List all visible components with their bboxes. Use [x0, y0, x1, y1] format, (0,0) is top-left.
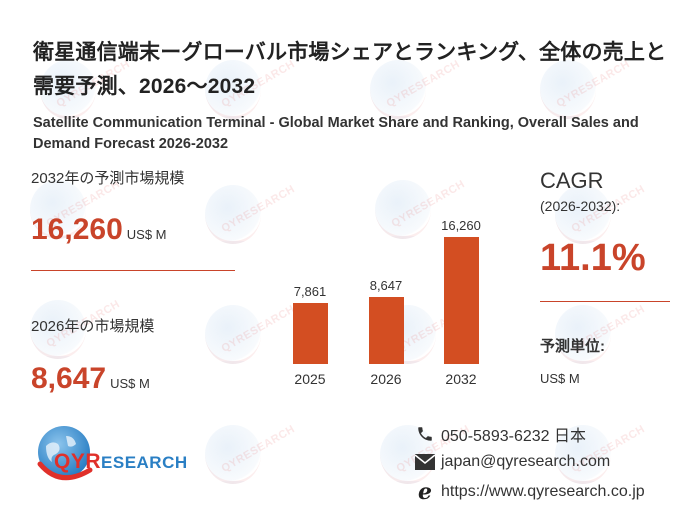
website-link[interactable]: https://www.qyresearch.co.jp	[441, 483, 645, 500]
watermark-logo: QYRESEARCH	[205, 423, 297, 484]
watermark-logo: QYRESEARCH	[205, 303, 297, 364]
globe-icon	[37, 426, 93, 481]
bar-category-2032: 2032	[445, 371, 477, 387]
watermark-logo: QYRESEARCH	[375, 178, 467, 239]
logo-text-qyr: QYR	[54, 450, 102, 473]
bar-value-2025: 7,861	[293, 284, 327, 299]
watermark-logo: QYRESEARCH	[30, 298, 122, 359]
forecast-unit: US$ M	[126, 227, 167, 242]
bar-category-2025: 2025	[294, 371, 326, 387]
watermark-logo: QYRESEARCH	[540, 58, 632, 119]
current-value-group: 8,647 US$ M	[31, 362, 150, 396]
phone-icon	[415, 424, 435, 444]
watermark-logo: QYRESEARCH	[555, 303, 647, 364]
email-link[interactable]: japan@qyresearch.com	[441, 453, 611, 470]
contact-email: japan@qyresearch.com	[415, 452, 610, 472]
watermark-logo: QYRESEARCH	[30, 178, 122, 239]
qyresearch-logo: QYRESEARCH	[30, 422, 200, 482]
watermark-logo: QYRESEARCH	[205, 58, 297, 119]
bar-value-2026: 8,647	[369, 278, 403, 293]
cagr-label: CAGR	[540, 168, 604, 193]
browser-e-icon: e	[418, 479, 432, 505]
contact-website: e https://www.qyresearch.co.jp	[415, 479, 645, 505]
page-title-jp: 衛星通信端末ーグローバル市場シェアとランキング、全体の売上と需要予測、2026～…	[33, 41, 667, 98]
watermark-logo: QYRESEARCH	[205, 183, 297, 244]
forecast-value-group: 16,260 US$ M	[31, 213, 167, 247]
current-label: 2026年の市場規模	[31, 318, 155, 335]
current-unit: US$ M	[110, 376, 150, 391]
unit-label: 予測単位:	[540, 338, 605, 355]
forecast-value: 16,260	[31, 213, 123, 246]
watermark-logo: QYRESEARCH	[555, 423, 647, 484]
watermark-logo: QYRESEARCH	[40, 58, 132, 119]
bar-2025	[293, 303, 328, 364]
phone-text: 050-5893-6232 日本	[441, 428, 586, 445]
cagr-value: 11.1%	[540, 237, 646, 279]
current-value: 8,647	[31, 362, 107, 395]
divider	[540, 301, 670, 302]
page-title-en: Satellite Communication Terminal - Globa…	[33, 115, 639, 152]
cagr-period: (2026-2032):	[540, 198, 621, 214]
bar-value-2032: 16,260	[441, 218, 481, 233]
mail-icon	[415, 452, 435, 472]
bar-2032	[444, 237, 479, 364]
watermark-logo: QYRESEARCH	[370, 58, 462, 119]
forecast-label: 2032年の予測市場規模	[31, 170, 185, 187]
divider	[31, 270, 235, 271]
watermark-logo: QYRESEARCH	[555, 183, 647, 244]
contact-phone: 050-5893-6232 日本	[415, 422, 586, 446]
unit-value: US$ M	[540, 371, 580, 386]
bar-category-2026: 2026	[370, 371, 402, 387]
bar-2026	[369, 297, 404, 364]
logo-text-esearch: ESEARCH	[101, 453, 188, 472]
